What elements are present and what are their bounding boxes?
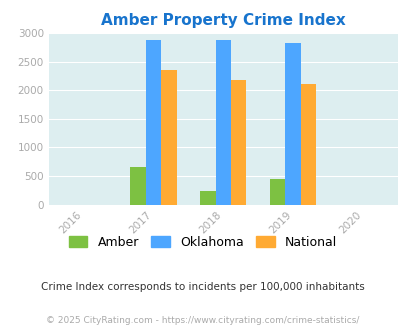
Bar (215, 40, 230, 205)
Text: Crime Index corresponds to incidents per 100,000 inhabitants: Crime Index corresponds to incidents per… (41, 282, 364, 292)
Title: Amber Property Crime Index: Amber Property Crime Index (101, 13, 345, 28)
Bar (130, 167, 145, 205)
Bar (285, 43, 300, 205)
Bar (269, 180, 285, 205)
Legend: Amber, Oklahoma, National: Amber, Oklahoma, National (64, 231, 341, 254)
Bar (200, 191, 215, 205)
Bar (161, 70, 176, 205)
Bar (230, 80, 246, 205)
Bar (300, 84, 315, 205)
Text: © 2025 CityRating.com - https://www.cityrating.com/crime-statistics/: © 2025 CityRating.com - https://www.city… (46, 315, 359, 325)
Bar (145, 40, 161, 205)
